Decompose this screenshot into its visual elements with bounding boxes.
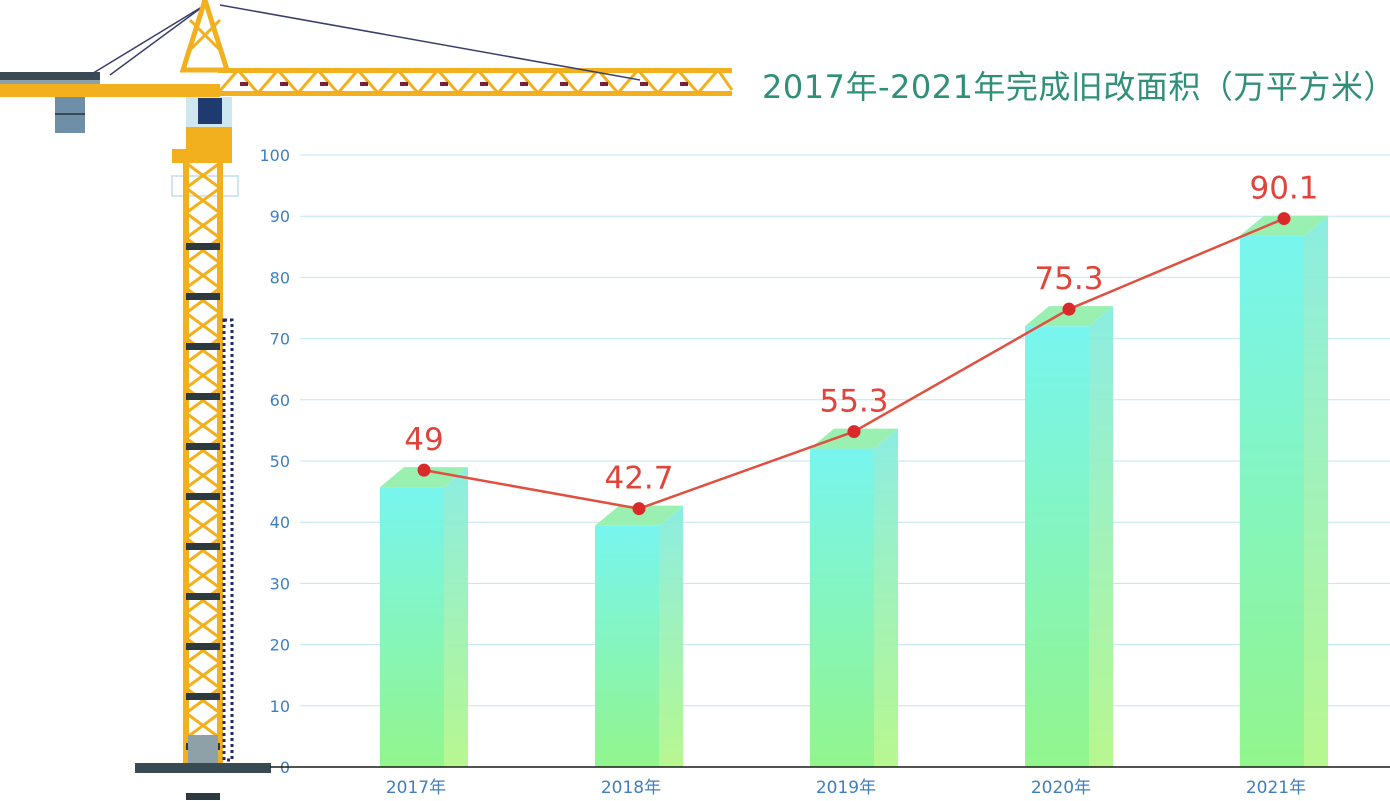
bar-front <box>380 487 444 767</box>
bar-top <box>595 505 683 526</box>
bar-front <box>595 525 659 767</box>
bar-front <box>1240 235 1304 767</box>
bar-0 <box>380 467 468 767</box>
bar-1 <box>595 505 683 767</box>
chart-title: 2017年-2021年完成旧改面积（万平方米） <box>762 68 1390 106</box>
x-tick-label: 2020年 <box>1031 778 1091 798</box>
data-label-4: 90.1 <box>1249 171 1318 207</box>
y-tick-label: 40 <box>270 513 290 532</box>
x-tick-label: 2017年 <box>386 778 446 798</box>
y-tick-label: 100 <box>259 146 290 165</box>
data-point-2 <box>847 425 861 439</box>
x-tick-label: 2021年 <box>1246 778 1306 798</box>
bar-side <box>874 428 898 767</box>
bar-side <box>659 505 683 767</box>
bar-series <box>380 215 1328 767</box>
bar-4 <box>1240 215 1328 767</box>
data-point-3 <box>1062 302 1076 316</box>
data-point-0 <box>417 463 431 477</box>
data-label-2: 55.3 <box>819 384 888 420</box>
bar-top <box>380 467 468 488</box>
x-tick-label: 2019年 <box>816 778 876 798</box>
x-tick-label: 2018年 <box>601 778 661 798</box>
bar-3 <box>1025 306 1113 767</box>
data-point-4 <box>1277 212 1291 226</box>
bar-2 <box>810 428 898 767</box>
y-tick-label: 70 <box>270 330 290 349</box>
data-label-1: 42.7 <box>604 461 673 497</box>
y-tick-label: 90 <box>270 207 290 226</box>
bar-top <box>1240 215 1328 236</box>
data-label-0: 49 <box>404 422 443 458</box>
crane-illustration <box>0 0 734 800</box>
y-tick-label: 50 <box>270 452 290 471</box>
y-tick-label: 60 <box>270 391 290 410</box>
bar-side <box>1304 215 1328 767</box>
y-tick-label: 30 <box>270 574 290 593</box>
x-axis: 2017年 2018年 2019年 2020年 2021年 <box>270 766 1390 798</box>
bar-front <box>1025 326 1089 767</box>
line-series: 49 42.7 55.3 75.3 90.1 <box>404 171 1319 516</box>
data-point-1 <box>632 502 646 516</box>
y-tick-label: 10 <box>270 697 290 716</box>
bar-side <box>444 467 468 767</box>
data-label-3: 75.3 <box>1034 261 1103 297</box>
bar-front <box>810 448 874 767</box>
y-tick-label: 80 <box>270 268 290 287</box>
bar-side <box>1089 306 1113 767</box>
y-tick-label: 20 <box>270 636 290 655</box>
bar-top <box>810 428 898 449</box>
